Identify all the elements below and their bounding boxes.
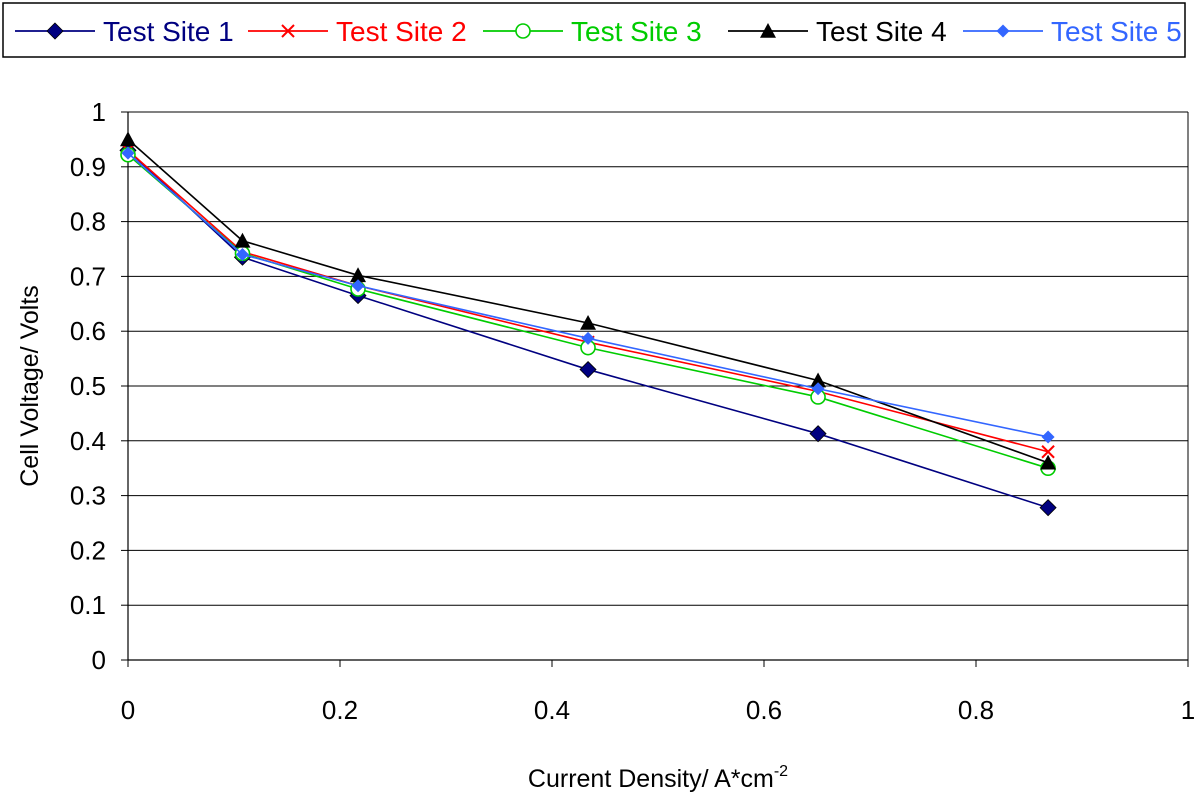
series-line <box>127 138 1049 464</box>
legend-label: Test Site 5 <box>1051 16 1182 47</box>
legend-item: Test Site 3 <box>483 16 702 47</box>
x-tick-label: 1 <box>1181 695 1194 725</box>
x-axis-label-superscript: -2 <box>774 763 788 780</box>
y-axis-label: Cell Voltage/ Volts <box>16 285 44 487</box>
x-tick-label: 0 <box>121 695 135 725</box>
data-point <box>1041 430 1055 444</box>
axis-labels: Cell Voltage/ Volts Current Density/ A*c… <box>16 285 788 793</box>
x-tick-label: 0.6 <box>746 695 782 725</box>
legend-label: Test Site 2 <box>336 16 467 47</box>
legend-item: Test Site 4 <box>728 16 947 47</box>
series-line <box>127 152 1049 438</box>
data-point <box>1041 445 1055 459</box>
x-axis-label-main: Current Density/ A*cm <box>528 765 774 793</box>
legend-label: Test Site 1 <box>103 16 234 47</box>
series-line <box>127 149 1049 453</box>
legend-marker <box>996 24 1010 38</box>
y-tick-label: 0.9 <box>70 152 106 182</box>
y-tick-label: 0 <box>92 645 106 675</box>
axes: 0 0.1 0.2 0.3 0.4 0.5 0.6 0.7 0.8 0.9 1 0 0.2 0.4 0.6 0… <box>70 97 1194 725</box>
data-point <box>235 247 249 261</box>
data-point <box>350 267 367 283</box>
data-point <box>810 372 827 388</box>
y-tick-label: 0.5 <box>70 371 106 401</box>
data-point <box>579 360 597 379</box>
data-point <box>809 425 827 443</box>
legend-marker <box>281 24 295 38</box>
data-point <box>580 314 597 330</box>
data-point <box>120 131 136 147</box>
series-line <box>127 154 1049 469</box>
legend-item: Test Site 2 <box>248 16 467 47</box>
series-test-site-5 <box>121 146 1055 444</box>
y-tick-label: 1 <box>92 97 106 127</box>
legend-marker <box>46 22 64 40</box>
series-test-site-4 <box>120 131 1057 470</box>
legend-item: Test Site 5 <box>963 16 1182 47</box>
y-tick-label: 0.8 <box>70 207 106 237</box>
x-tick-label: 0.4 <box>534 695 570 725</box>
data-point <box>234 232 251 248</box>
legend-marker <box>515 23 531 39</box>
series-layer <box>119 131 1057 517</box>
data-point <box>581 331 595 345</box>
legend-marker <box>760 23 776 38</box>
y-tick-label: 0.1 <box>70 590 106 620</box>
legend: Test Site 1 Test Site 2 Test Site 3 Test Si… <box>2 2 1186 58</box>
x-axis-label: Current Density/ A*cm-2 <box>528 763 788 793</box>
series-test-site-3 <box>120 146 1056 477</box>
data-point <box>1039 499 1057 517</box>
y-tick-label: 0.3 <box>70 481 106 511</box>
series-test-site-2 <box>121 143 1055 459</box>
legend-label: Test Site 4 <box>816 16 947 47</box>
x-tick-label: 0.8 <box>958 695 994 725</box>
series-line <box>127 149 1049 509</box>
gridlines <box>128 111 1188 606</box>
y-tick-label: 0.2 <box>70 535 106 565</box>
legend-box <box>2 2 1186 58</box>
legend-label: Test Site 3 <box>571 16 702 47</box>
data-point <box>121 146 135 160</box>
x-tick-label: 0.2 <box>322 695 358 725</box>
y-tick-label: 0.6 <box>70 316 106 346</box>
y-tick-label: 0.4 <box>70 426 106 456</box>
data-point <box>811 382 825 396</box>
y-tick-label: 0.7 <box>70 261 106 291</box>
legend-item: Test Site 1 <box>15 16 234 47</box>
data-point <box>351 279 365 293</box>
data-point <box>1040 454 1057 470</box>
